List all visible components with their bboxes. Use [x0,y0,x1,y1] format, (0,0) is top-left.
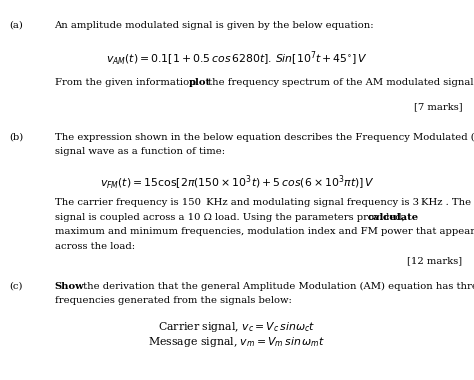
Text: signal is coupled across a 10 Ω load. Using the parameters provided,: signal is coupled across a 10 Ω load. Us… [55,213,408,222]
Text: Show: Show [55,282,84,291]
Text: [7 marks]: [7 marks] [413,103,462,112]
Text: $v_{AM}(t) = 0.1[1 + 0.5\,cos\,6280t].\,Sin[10^{7}t + 45^{\circ}]\,V$: $v_{AM}(t) = 0.1[1 + 0.5\,cos\,6280t].\,… [106,49,368,68]
Text: $v_{FM}(t) = 15\cos[2\pi(150 \times 10^{3}t) + 5\,cos(6 \times 10^{3}\pi t)]\,V$: $v_{FM}(t) = 15\cos[2\pi(150 \times 10^{… [100,174,374,192]
Text: Message signal, $v_m = V_m\,sin\,\omega_m t$: Message signal, $v_m = V_m\,sin\,\omega_… [148,335,326,349]
Text: the frequency spectrum of the AM modulated signal.: the frequency spectrum of the AM modulat… [205,78,474,87]
Text: across the load:: across the load: [55,242,135,251]
Text: An amplitude modulated signal is given by the below equation:: An amplitude modulated signal is given b… [55,21,374,30]
Text: (c): (c) [9,282,23,291]
Text: (a): (a) [9,21,23,30]
Text: signal wave as a function of time:: signal wave as a function of time: [55,147,225,157]
Text: calculate: calculate [367,213,419,222]
Text: the derivation that the general Amplitude Modulation (AM) equation has three: the derivation that the general Amplitud… [80,282,474,291]
Text: (b): (b) [9,133,24,142]
Text: From the given information: From the given information [55,78,198,87]
Text: [12 marks]: [12 marks] [407,256,462,266]
Text: plot: plot [189,78,211,87]
Text: The expression shown in the below equation describes the Frequency Modulated (FM: The expression shown in the below equati… [55,133,474,142]
Text: frequencies generated from the signals below:: frequencies generated from the signals b… [55,296,292,306]
Text: The carrier frequency is 150  KHz and modulating signal frequency is 3 KHz . The: The carrier frequency is 150 KHz and mod… [55,198,474,207]
Text: Carrier signal, $v_c = V_c\,sin\omega_c t$: Carrier signal, $v_c = V_c\,sin\omega_c … [158,320,316,334]
Text: maximum and minimum frequencies, modulation index and FM power that appears: maximum and minimum frequencies, modulat… [55,227,474,236]
